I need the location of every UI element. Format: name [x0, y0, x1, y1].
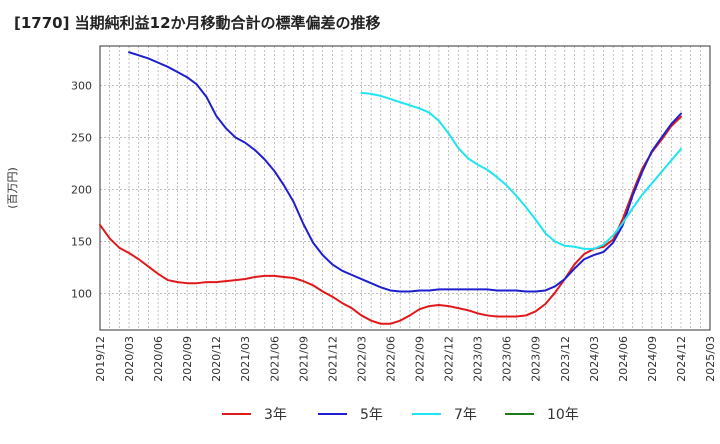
legend-label-2: 5年: [360, 407, 383, 423]
x-tick-label: 2023/06: [501, 336, 514, 382]
plot-frame: [99, 45, 711, 331]
x-tick-label: 2020/03: [123, 336, 136, 382]
x-tick-label: 2021/06: [268, 336, 281, 382]
x-tick-label: 2020/09: [181, 336, 194, 382]
x-tick-label: 2022/03: [355, 336, 368, 382]
y-tick-label: 100: [71, 288, 92, 301]
x-tick-label: 2025/03: [704, 336, 717, 382]
series-layer: [99, 51, 682, 325]
y-axis-label: (百万円): [6, 167, 19, 209]
grid-layer: [99, 46, 711, 330]
x-tick-label: 2024/12: [675, 336, 688, 382]
x-tick-label: 2023/03: [472, 336, 485, 382]
y-tick-label: 300: [71, 80, 92, 93]
chart-title: [1770] 当期純利益12か月移動合計の標準偏差の推移: [14, 14, 381, 32]
legend-label-4: 10年: [547, 407, 579, 423]
series-line-3: [360, 91, 682, 250]
y-tick-label: 200: [71, 184, 92, 197]
x-tick-label: 2021/03: [239, 336, 252, 382]
x-tick-label: 2024/03: [588, 336, 601, 382]
y-tick-label: 150: [71, 236, 92, 249]
y-tick-label: 250: [71, 132, 92, 145]
x-tick-label: 2024/06: [617, 336, 630, 382]
x-tick-label: 2022/12: [443, 336, 456, 382]
legend-label-1: 3年: [264, 407, 287, 423]
x-tick-label: 2021/12: [326, 336, 339, 382]
x-tick-label: 2023/12: [559, 336, 572, 382]
x-tick-label: 2023/09: [530, 336, 543, 382]
legend: 3年 5年 7年 10年: [222, 407, 579, 423]
x-tick-label: 2019/12: [94, 336, 107, 382]
y-tick-labels: 100 150 200 250 300: [71, 80, 92, 301]
series-line-1: [99, 115, 682, 325]
x-tick-label: 2020/06: [152, 336, 165, 382]
x-tick-labels: 2019/12 2020/03 2020/06 2020/09 2020/12 2021/…: [94, 336, 717, 382]
legend-label-3: 7年: [454, 407, 477, 423]
x-tick-label: 2022/09: [414, 336, 427, 382]
series-line-2: [128, 51, 682, 293]
x-tick-label: 2020/12: [210, 336, 223, 382]
x-tick-label: 2024/09: [646, 336, 659, 382]
x-tick-label: 2022/06: [384, 336, 397, 382]
x-tick-label: 2021/09: [297, 336, 310, 382]
